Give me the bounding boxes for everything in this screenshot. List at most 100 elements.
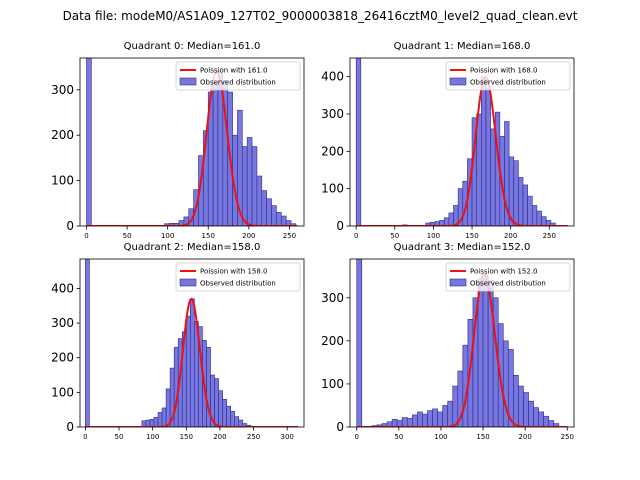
y-tick-label: 200 xyxy=(321,334,344,348)
legend-poisson-label: Poission with 158.0 xyxy=(200,268,268,276)
x-tick-label: 100 xyxy=(427,232,440,240)
histogram-bar xyxy=(149,419,155,427)
histogram-bar xyxy=(391,418,398,427)
x-tick-label: 50 xyxy=(123,232,132,240)
subplot-quadrant-0: Quadrant 0: Median=161.0 0 100 200 300 0 50 100… xyxy=(51,41,305,240)
histogram-bar xyxy=(523,392,529,427)
histogram-bar xyxy=(145,419,151,427)
histogram-bar xyxy=(482,273,489,427)
x-tick-label: 100 xyxy=(161,232,174,240)
histogram-bar xyxy=(251,146,258,226)
x-tick-label: 150 xyxy=(465,232,478,240)
histogram-bar xyxy=(161,407,167,427)
histogram-bar xyxy=(290,223,297,226)
histogram-bar xyxy=(490,128,496,226)
legend-bar-swatch xyxy=(449,77,467,86)
histogram-bar xyxy=(356,259,363,427)
plot-area xyxy=(356,259,568,427)
y-tick-label: 300 xyxy=(321,291,344,305)
histogram-bar xyxy=(212,82,219,226)
legend-observed-label: Observed distribution xyxy=(470,280,546,288)
y-tick-label: 200 xyxy=(51,128,74,142)
histogram-bar xyxy=(518,385,524,427)
axes-frame xyxy=(349,57,575,227)
x-tick-label: 250 xyxy=(543,232,556,240)
legend-poisson-label: Poission with 152.0 xyxy=(470,268,538,276)
histogram-bar xyxy=(412,414,418,427)
histogram-bar xyxy=(442,405,448,427)
histogram-bar xyxy=(256,175,263,226)
histogram-bar xyxy=(513,375,519,427)
legend-bar-swatch xyxy=(449,278,467,287)
y-tick-label: 300 xyxy=(321,107,344,121)
y-tick-label: 100 xyxy=(51,385,74,399)
histogram-bar xyxy=(355,58,362,226)
histogram-bar xyxy=(527,195,533,226)
y-tick-label: 0 xyxy=(66,219,74,233)
legend-bar-swatch xyxy=(179,278,197,287)
y-tick-label: 0 xyxy=(66,420,74,434)
histogram-bar xyxy=(536,210,542,226)
histogram-bar xyxy=(276,212,282,226)
histogram-bar xyxy=(234,416,240,427)
x-tick-label: 200 xyxy=(518,433,531,441)
y-tick-label: 100 xyxy=(321,377,344,391)
x-tick-label: 100 xyxy=(434,433,447,441)
histogram-bar xyxy=(401,417,408,427)
legend: Poission with 158.0 Observed distribution xyxy=(175,262,301,292)
histogram-bar xyxy=(543,415,550,427)
subplot-quadrant-1: Quadrant 1: Median=168.0 0 100 200 300 400 0 50… xyxy=(321,41,575,240)
plot-area xyxy=(355,58,568,226)
legend-box xyxy=(175,262,301,292)
histogram-bar xyxy=(528,400,534,427)
histogram-bar xyxy=(226,405,231,427)
x-tick-label: 250 xyxy=(283,232,296,240)
y-tick-label: 100 xyxy=(321,182,344,196)
legend-poisson-label: Poission with 168.0 xyxy=(470,67,538,75)
histogram-bar xyxy=(447,400,454,427)
histogram-bar xyxy=(448,212,454,226)
histogram-bar xyxy=(531,205,538,226)
histogram-bar xyxy=(271,205,277,226)
histogram-bar xyxy=(522,184,528,226)
histogram-bar xyxy=(153,417,159,427)
x-tick-label: 50 xyxy=(390,232,399,240)
histogram-bar xyxy=(406,418,413,427)
histogram-bar xyxy=(417,411,423,427)
histogram-bar xyxy=(238,419,244,427)
y-tick-label: 0 xyxy=(336,420,344,434)
y-tick-label: 100 xyxy=(51,174,74,188)
histogram-bar xyxy=(85,259,90,427)
x-tick-label: 250 xyxy=(247,433,260,441)
legend: Poission with 152.0 Observed distribution xyxy=(445,262,571,292)
x-tick-label: 250 xyxy=(561,433,574,441)
x-tick-label: 50 xyxy=(394,433,403,441)
histogram-bar xyxy=(533,407,539,427)
y-tick-label: 300 xyxy=(51,83,74,97)
subplot-quadrant-2: Quadrant 2: Median=158.0 0 100 200 300 400 0 50… xyxy=(51,242,305,441)
histogram-bar xyxy=(261,190,267,226)
x-tick-label: 0 xyxy=(84,232,88,240)
histogram-bar xyxy=(214,378,219,427)
axes-frame xyxy=(79,57,305,227)
histogram-bar xyxy=(550,222,556,226)
histogram-bar xyxy=(538,411,544,427)
legend: Poission with 161.0 Observed distribution xyxy=(175,61,301,91)
legend-box xyxy=(445,61,571,91)
subplot-quadrant-3: Quadrant 3: Median=152.0 0 100 200 300 0 50 100… xyxy=(321,242,575,441)
legend: Poission with 168.0 Observed distribution xyxy=(445,61,571,91)
histogram-bar xyxy=(246,137,253,226)
histogram-bar xyxy=(222,398,227,427)
x-tick-label: 200 xyxy=(213,433,226,441)
histogram-bar xyxy=(485,87,491,226)
plot-area xyxy=(86,58,298,226)
x-tick-label: 150 xyxy=(202,232,215,240)
subplot-title: Quadrant 1: Median=168.0 xyxy=(394,41,531,52)
y-tick-label: 400 xyxy=(321,70,344,84)
histogram-bar xyxy=(190,298,195,427)
histogram-bar xyxy=(437,411,443,427)
axes-frame xyxy=(79,258,305,428)
histogram-bar xyxy=(242,146,248,226)
y-tick-label: 200 xyxy=(51,351,74,365)
legend-box xyxy=(445,262,571,292)
